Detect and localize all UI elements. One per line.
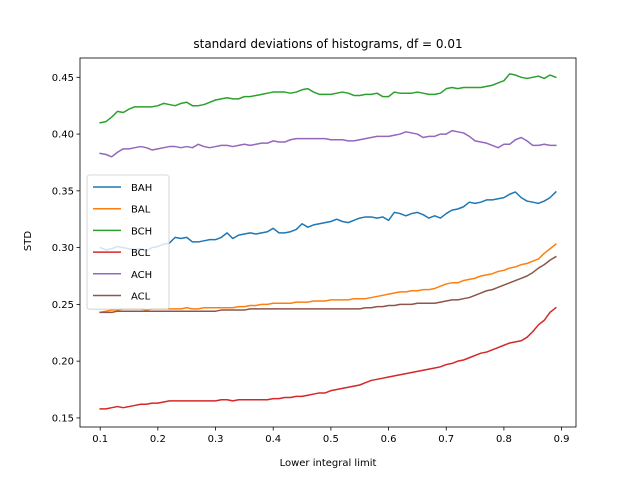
legend-label-bal: BAL (131, 205, 151, 216)
series-line-bal (99, 243, 557, 314)
x-tick-label: 0.4 (265, 434, 281, 445)
x-tick-label: 0.9 (554, 434, 570, 445)
y-axis-label: STD (23, 231, 34, 251)
y-tick-label: 0.20 (52, 357, 74, 368)
x-tick-label: 0.6 (381, 434, 397, 445)
x-axis: 0.1 0.2 0.3 0.4 0.5 0.6 0.7 0.8 0.9 (92, 427, 570, 445)
legend-label-bch: BCH (131, 226, 152, 237)
y-tick-label: 0.25 (52, 300, 74, 311)
x-axis-label: Lower integral limit (280, 458, 377, 469)
y-axis: 0.15 0.20 0.25 0.30 0.35 0.40 0.45 (52, 73, 80, 424)
x-tick-label: 0.2 (150, 434, 166, 445)
plot-frame (79, 57, 577, 428)
legend-label-ach: ACH (131, 270, 152, 281)
legend: BAH BAL BCH BCL ACH ACL (86, 174, 170, 310)
legend-label-acl: ACL (131, 292, 151, 303)
series-line-bch (99, 73, 557, 124)
chart-title: standard deviations of histograms, df = … (193, 37, 462, 51)
legend-box (86, 174, 170, 310)
x-tick-label: 0.3 (208, 434, 224, 445)
legend-label-bah: BAH (131, 183, 152, 194)
series-layer (99, 73, 557, 410)
x-tick-label: 0.1 (92, 434, 108, 445)
y-tick-label: 0.15 (52, 413, 74, 424)
series-line-bah (99, 190, 557, 252)
series-line-ach (99, 129, 557, 158)
x-tick-label: 0.7 (438, 434, 454, 445)
y-tick-label: 0.35 (52, 186, 74, 197)
y-tick-label: 0.30 (52, 243, 74, 254)
x-tick-label: 0.5 (323, 434, 339, 445)
legend-label-bcl: BCL (131, 248, 151, 259)
y-tick-label: 0.40 (52, 130, 74, 141)
y-tick-label: 0.45 (52, 73, 74, 84)
series-line-acl (99, 255, 557, 314)
series-line-bcl (99, 306, 557, 410)
x-tick-label: 0.8 (496, 434, 512, 445)
